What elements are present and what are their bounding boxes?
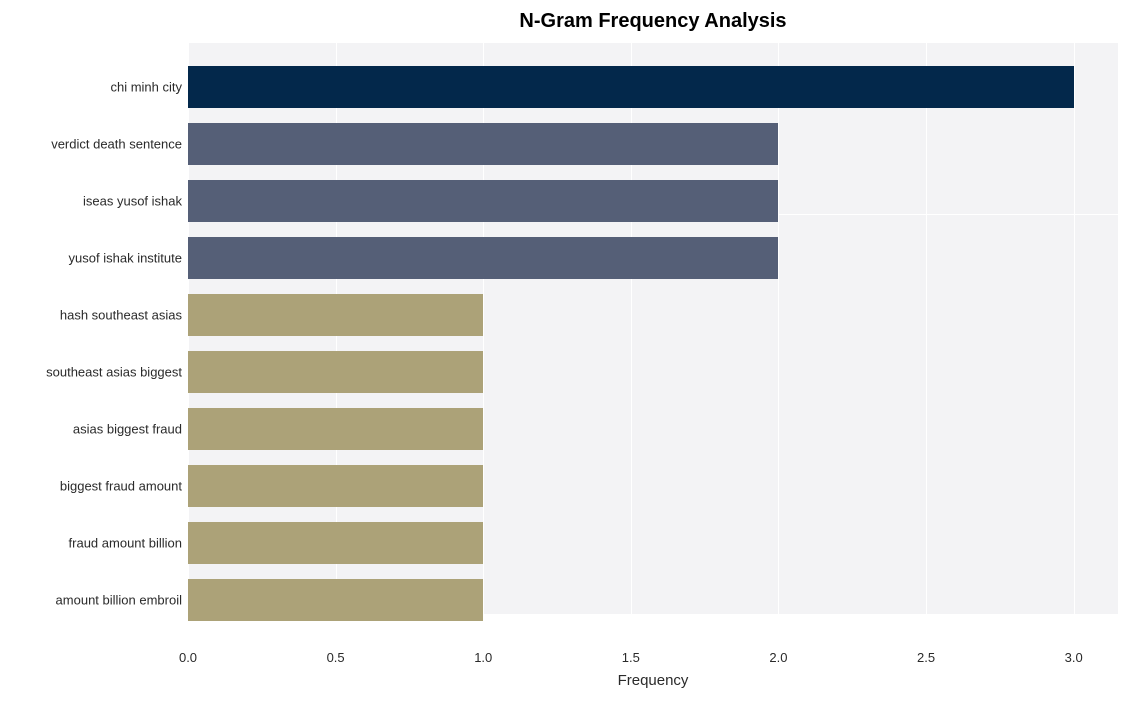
y-tick-label: asias biggest fraud bbox=[73, 422, 188, 437]
gridline bbox=[1074, 41, 1075, 646]
bar-row: verdict death sentence bbox=[188, 123, 778, 165]
bar-row: yusof ishak institute bbox=[188, 237, 778, 279]
bar-row: iseas yusof ishak bbox=[188, 180, 778, 222]
bar bbox=[188, 123, 778, 165]
chart-title: N-Gram Frequency Analysis bbox=[188, 10, 1118, 41]
x-tick-label: 2.0 bbox=[769, 650, 787, 665]
x-axis: 0.00.51.01.52.02.53.0 bbox=[188, 646, 1118, 670]
y-tick-label: hash southeast asias bbox=[60, 307, 188, 322]
bar-row: fraud amount billion bbox=[188, 522, 483, 564]
ngram-frequency-chart: N-Gram Frequency Analysis chi minh city v… bbox=[0, 0, 1128, 701]
x-tick-label: 2.5 bbox=[917, 650, 935, 665]
bar bbox=[188, 465, 483, 507]
y-tick-label: chi minh city bbox=[110, 79, 188, 94]
bar-row: asias biggest fraud bbox=[188, 408, 483, 450]
x-tick-label: 3.0 bbox=[1065, 650, 1083, 665]
y-tick-label: verdict death sentence bbox=[51, 136, 188, 151]
bar bbox=[188, 66, 1074, 108]
x-tick-label: 1.5 bbox=[622, 650, 640, 665]
x-axis-label: Frequency bbox=[188, 670, 1118, 689]
bar bbox=[188, 579, 483, 621]
y-tick-label: biggest fraud amount bbox=[60, 479, 188, 494]
bar bbox=[188, 408, 483, 450]
gridline bbox=[926, 41, 927, 646]
y-tick-label: fraud amount billion bbox=[69, 536, 188, 551]
plot-area: chi minh city verdict death sentence iseas… bbox=[188, 41, 1118, 646]
y-tick-label: yusof ishak institute bbox=[69, 250, 188, 265]
gridline bbox=[778, 41, 779, 646]
bar-row: hash southeast asias bbox=[188, 294, 483, 336]
y-tick-label: iseas yusof ishak bbox=[83, 193, 188, 208]
x-tick-label: 0.0 bbox=[179, 650, 197, 665]
x-tick-label: 1.0 bbox=[474, 650, 492, 665]
bar-row: amount billion embroil bbox=[188, 579, 483, 621]
x-tick-label: 0.5 bbox=[327, 650, 345, 665]
bar bbox=[188, 237, 778, 279]
bar bbox=[188, 294, 483, 336]
bar bbox=[188, 351, 483, 393]
y-tick-label: amount billion embroil bbox=[56, 593, 188, 608]
bar-row: chi minh city bbox=[188, 66, 1074, 108]
bar bbox=[188, 180, 778, 222]
bar-row: biggest fraud amount bbox=[188, 465, 483, 507]
bar-row: southeast asias biggest bbox=[188, 351, 483, 393]
bar bbox=[188, 522, 483, 564]
y-tick-label: southeast asias biggest bbox=[46, 365, 188, 380]
